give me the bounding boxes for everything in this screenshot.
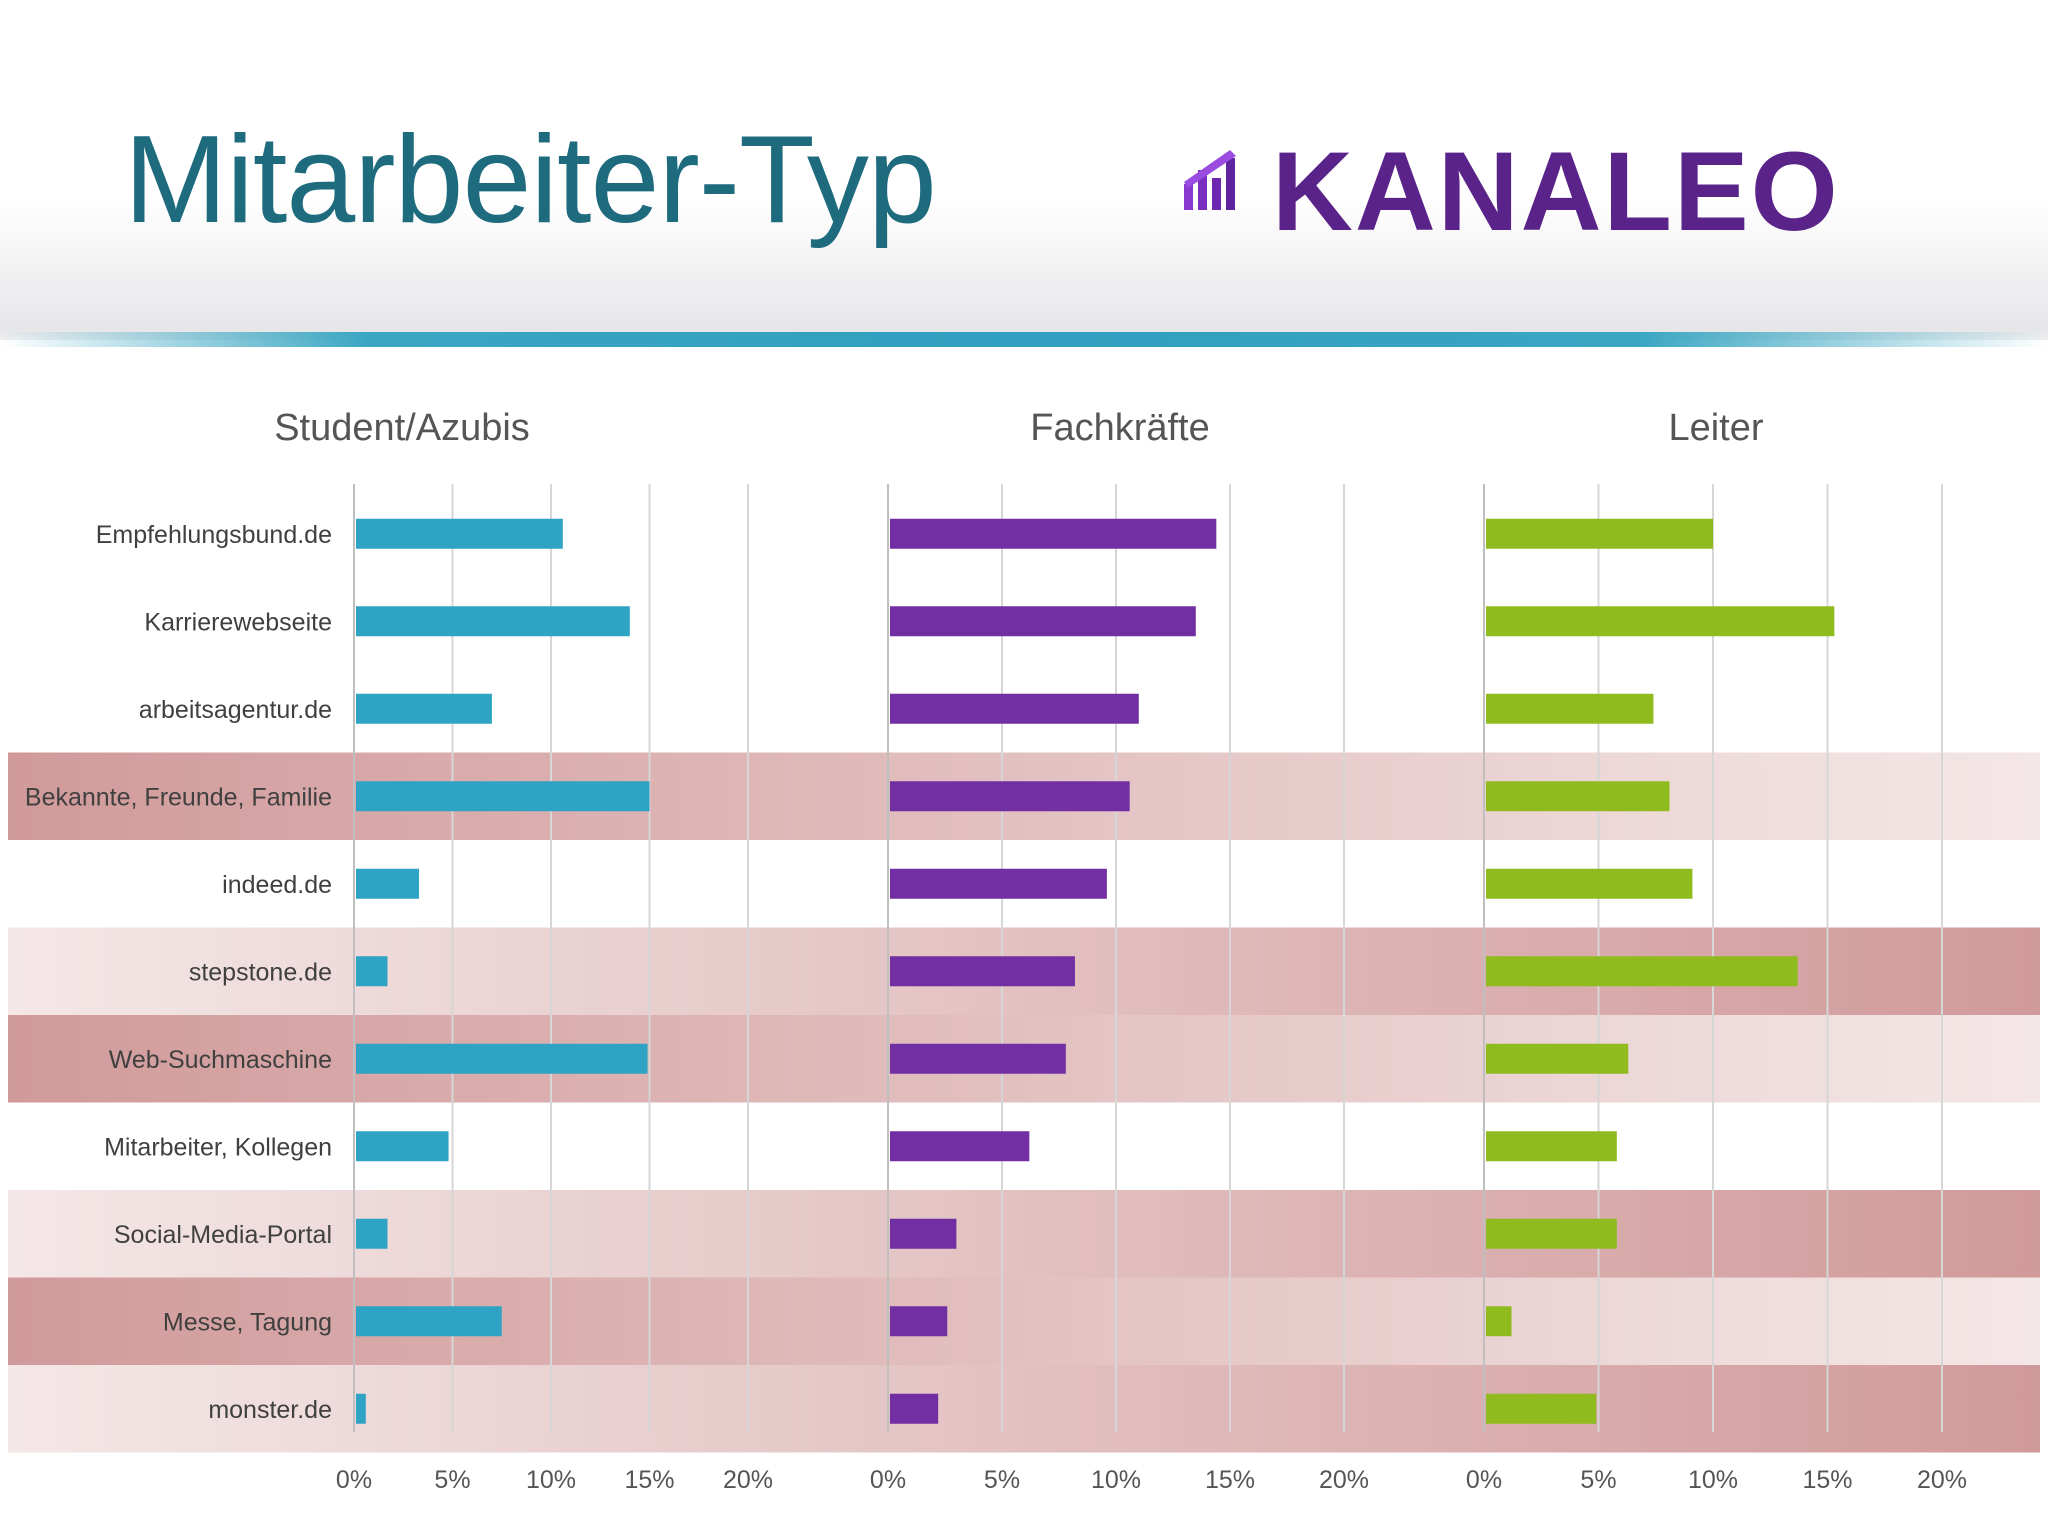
bar-leiter-stepstone-de (1486, 956, 1798, 987)
category-label: Social-Media-Portal (114, 1221, 332, 1249)
x-tick-label: 15% (624, 1466, 674, 1494)
category-label: monster.de (208, 1396, 332, 1424)
bar-student-azubis-bekannte-freunde-familie (356, 781, 650, 812)
bar-fachkr-fte-social-media-portal (890, 1218, 957, 1249)
x-tick-label: 20% (723, 1466, 773, 1494)
category-label: Bekannte, Freunde, Familie (25, 783, 332, 811)
bar-leiter-bekannte-freunde-familie (1486, 781, 1670, 812)
bar-leiter-monster-de (1486, 1393, 1597, 1424)
x-tick-label: 20% (1319, 1466, 1369, 1494)
bar-fachkr-fte-empfehlungsbund-de (890, 518, 1217, 549)
x-tick-label: 5% (1580, 1466, 1616, 1494)
bar-leiter-mitarbeiter-kollegen (1486, 1131, 1617, 1162)
bar-leiter-web-suchmaschine (1486, 1043, 1629, 1074)
category-label: stepstone.de (189, 958, 332, 986)
header-band (0, 0, 2048, 340)
bar-leiter-social-media-portal (1486, 1218, 1617, 1249)
bar-student-azubis-web-suchmaschine (356, 1043, 648, 1074)
bar-fachkr-fte-mitarbeiter-kollegen (890, 1131, 1030, 1162)
category-label: Empfehlungsbund.de (96, 521, 332, 549)
panel-title-leiter: Leiter (1668, 407, 1763, 449)
x-tick-label: 0% (870, 1466, 906, 1494)
bar-fachkr-fte-monster-de (890, 1393, 939, 1424)
panel-titles: Student/Azubis Fachkräfte Leiter (274, 407, 1764, 449)
bar-student-azubis-arbeitsagentur-de (356, 693, 492, 724)
category-label: Karrierewebseite (144, 608, 332, 636)
x-tick-label: 10% (1091, 1466, 1141, 1494)
bar-fachkr-fte-indeed-de (890, 868, 1107, 899)
row-highlight-social-media-portal (8, 1190, 2040, 1278)
bar-student-azubis-stepstone-de (356, 956, 388, 987)
x-tick-label: 0% (336, 1466, 372, 1494)
row-highlight-monster-de (8, 1365, 2040, 1453)
category-label: indeed.de (222, 871, 332, 899)
bar-student-azubis-social-media-portal (356, 1218, 388, 1249)
logo-text: KANALEO (1272, 129, 1840, 254)
x-tick-labels: 0% 5% 10% 15% 20% 0% 5% 10% 15% 20% 0% 5% 10% 15% 20% (336, 1466, 1967, 1494)
bar-chart: Empfehlungsbund.de Karrierewebseite arbeit… (8, 407, 2040, 1494)
row-highlight-messe-tagung (8, 1277, 2040, 1365)
category-label: Mitarbeiter, Kollegen (104, 1133, 332, 1161)
bar-fachkr-fte-messe-tagung (890, 1306, 948, 1337)
bar-leiter-arbeitsagentur-de (1486, 693, 1654, 724)
bar-leiter-indeed-de (1486, 868, 1693, 899)
page-title: Mitarbeiter-Typ (124, 111, 937, 249)
bar-fachkr-fte-karrierewebseite (890, 606, 1196, 637)
bar-student-azubis-indeed-de (356, 868, 420, 899)
bar-student-azubis-monster-de (356, 1393, 366, 1424)
bar-leiter-messe-tagung (1486, 1306, 1512, 1337)
category-label: Web-Suchmaschine (109, 1046, 332, 1074)
x-tick-label: 10% (1688, 1466, 1738, 1494)
x-tick-label: 0% (1466, 1466, 1502, 1494)
category-label: Messe, Tagung (163, 1308, 332, 1336)
x-tick-label: 5% (434, 1466, 470, 1494)
x-tick-label: 10% (526, 1466, 576, 1494)
header-accent-line (0, 332, 2048, 347)
category-label: arbeitsagentur.de (139, 696, 332, 724)
bar-fachkr-fte-arbeitsagentur-de (890, 693, 1139, 724)
bar-fachkr-fte-web-suchmaschine (890, 1043, 1066, 1074)
bars (356, 518, 1835, 1424)
bar-student-azubis-karrierewebseite (356, 606, 630, 637)
x-tick-label: 20% (1917, 1466, 1967, 1494)
bar-student-azubis-empfehlungsbund-de (356, 518, 563, 549)
panel-title-fachkr-fte: Fachkräfte (1030, 407, 1210, 449)
x-tick-label: 5% (984, 1466, 1020, 1494)
bar-student-azubis-mitarbeiter-kollegen (356, 1131, 449, 1162)
kanaleo-logo: KANALEO (1180, 136, 1920, 248)
x-tick-label: 15% (1802, 1466, 1852, 1494)
bar-leiter-empfehlungsbund-de (1486, 518, 1713, 549)
category-labels: Empfehlungsbund.de Karrierewebseite arbeit… (25, 521, 332, 1424)
bar-leiter-karrierewebseite (1486, 606, 1835, 637)
bar-student-azubis-messe-tagung (356, 1306, 502, 1337)
x-tick-label: 15% (1205, 1466, 1255, 1494)
panel-title-student-azubis: Student/Azubis (274, 407, 530, 449)
bar-fachkr-fte-stepstone-de (890, 956, 1075, 987)
bar-fachkr-fte-bekannte-freunde-familie (890, 781, 1130, 812)
row-highlights (8, 752, 2040, 1453)
signal-bars-icon (1184, 150, 1236, 210)
